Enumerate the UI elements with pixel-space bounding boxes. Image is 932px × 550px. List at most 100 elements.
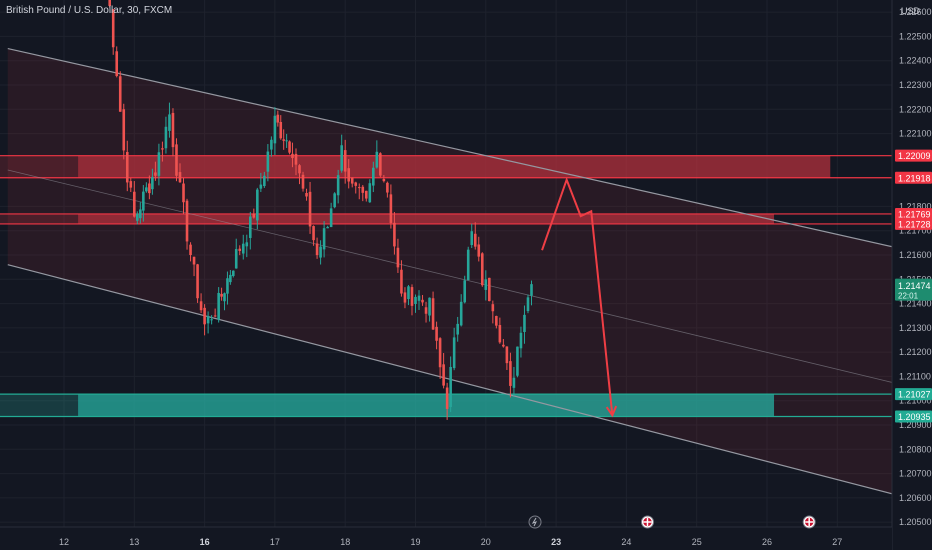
candle-body <box>519 332 523 349</box>
candle-body <box>502 344 505 347</box>
candle-body <box>498 325 502 343</box>
candle-body <box>157 152 161 176</box>
candle-body <box>319 246 322 258</box>
candle-body <box>164 126 168 149</box>
support-zone <box>78 394 775 417</box>
candle-body <box>256 189 259 221</box>
candle-body <box>185 200 189 242</box>
current-price-label: 1.21474 <box>898 281 931 291</box>
projection-path <box>541 176 614 416</box>
candle-body <box>424 307 428 314</box>
candle-body <box>379 153 382 176</box>
candle-body <box>145 187 148 192</box>
y-tick-label: 1.22200 <box>899 104 932 114</box>
candle-body <box>273 115 277 144</box>
candle-body <box>526 297 530 312</box>
time-axis: 12 13 16 17 18 19 20 23 24 25 26 27 <box>0 515 892 550</box>
candle-body <box>133 191 136 217</box>
candle-body <box>357 187 361 189</box>
candle-body <box>226 278 229 294</box>
candle-body <box>189 244 192 256</box>
candle-body <box>291 153 294 159</box>
lightning-icon[interactable] <box>528 515 542 529</box>
candle-body <box>288 141 291 153</box>
candle-body <box>122 109 126 151</box>
x-tick-label: 27 <box>832 537 842 547</box>
x-tick-label: 20 <box>481 537 491 547</box>
candle-body <box>438 338 442 368</box>
y-tick-label: 1.20600 <box>899 493 932 503</box>
price-level-label: 1.20935 <box>898 412 931 422</box>
support-zone-extension <box>0 394 79 417</box>
candle-body <box>456 323 459 335</box>
candle-body <box>148 183 151 194</box>
candle-body <box>473 233 477 247</box>
candle-body <box>129 181 133 188</box>
currency-label: USD <box>901 6 921 16</box>
symbol-title: British Pound / U.S. Dollar, 30, FXCM <box>6 5 173 16</box>
candle-body <box>294 153 298 165</box>
candle-body <box>312 226 315 241</box>
candle-body <box>252 213 256 218</box>
x-tick-label: 16 <box>200 537 210 547</box>
candle-body <box>414 296 417 304</box>
candle-body <box>463 280 467 303</box>
resistance-zone <box>78 155 831 178</box>
y-tick-label: 1.22400 <box>899 56 932 66</box>
candle-body <box>445 387 449 409</box>
candle-body <box>466 249 470 281</box>
candle-body <box>375 151 379 168</box>
candle-body <box>410 287 414 306</box>
y-tick-label: 1.22100 <box>899 129 932 139</box>
candle-body <box>361 186 365 193</box>
x-tick-label: 19 <box>410 537 420 547</box>
x-tick-label: 25 <box>692 537 702 547</box>
candle-body <box>333 193 336 208</box>
candle-body <box>276 114 280 123</box>
y-tick-label: 1.21400 <box>899 299 932 309</box>
y-tick-label: 1.21600 <box>899 250 932 260</box>
candle-body <box>368 183 372 203</box>
candle-body <box>428 297 431 316</box>
y-tick-label: 1.22300 <box>899 80 932 90</box>
candle-body <box>238 248 242 251</box>
candle-body <box>270 139 273 150</box>
candle-body <box>393 222 396 247</box>
candle-body <box>213 315 217 317</box>
candle-body <box>108 0 111 6</box>
current-price-tag <box>895 278 932 301</box>
candle-body <box>382 178 386 182</box>
y-tick-label: 1.21300 <box>899 323 932 333</box>
x-tick-label: 12 <box>59 537 69 547</box>
y-tick-label: 1.20900 <box>899 420 932 430</box>
candle-body <box>523 314 526 332</box>
y-tick-label: 1.21200 <box>899 347 932 357</box>
current-price-countdown: 22:01 <box>898 292 919 301</box>
y-tick-label: 1.22500 <box>899 31 932 41</box>
candle-body <box>315 243 319 256</box>
channel-line-lower <box>7 264 908 499</box>
channel-line-upper <box>7 47 908 251</box>
candle-body <box>139 209 142 219</box>
candle-body <box>396 247 400 268</box>
candle-body <box>516 346 519 376</box>
candle-body <box>182 183 185 203</box>
flag-gb-icon[interactable] <box>640 515 654 529</box>
candle-body <box>206 316 210 324</box>
y-tick-label: 1.20700 <box>899 469 932 479</box>
candle-body <box>389 194 393 223</box>
candle-body <box>298 165 301 174</box>
y-tick-label: 1.22600 <box>899 7 932 17</box>
candle-body <box>340 145 343 171</box>
candle-body <box>505 346 509 364</box>
price-level-label: 1.21728 <box>898 219 931 229</box>
flag-us-icon[interactable] <box>802 515 816 529</box>
price-level-tag <box>895 171 932 184</box>
candle-body <box>136 213 139 221</box>
candle-body <box>343 150 347 172</box>
candle-body <box>279 121 283 139</box>
candle-body <box>223 293 226 302</box>
